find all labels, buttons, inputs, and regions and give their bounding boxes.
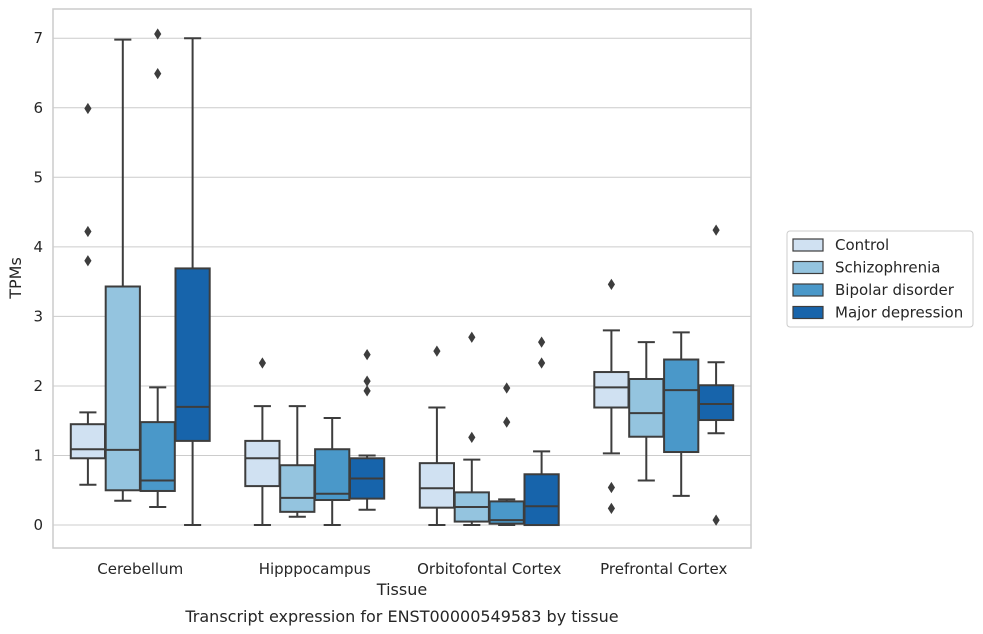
iqr-box	[628, 377, 665, 438]
x-tick-labels: Cerebellum Hipppocampus Orbitofontal Corte…	[97, 560, 727, 578]
plot-frame	[52, 8, 752, 549]
outlier-point	[468, 331, 476, 343]
box-2-2	[488, 382, 525, 527]
box-1-3	[628, 341, 665, 482]
outlier-point	[154, 28, 162, 40]
x-tick-label: Orbitofontal Cortex	[417, 560, 561, 578]
box-1-0	[104, 38, 141, 502]
iqr-box	[418, 462, 456, 509]
outlier-point	[363, 349, 371, 361]
legend-swatch	[792, 260, 824, 275]
box-3-2	[523, 336, 560, 527]
iqr-box	[279, 464, 316, 513]
box-2-0	[139, 28, 176, 508]
box-3-1	[348, 349, 386, 511]
y-tick-label: 2	[33, 377, 43, 395]
legend-swatch	[792, 305, 824, 320]
y-tick-label: 0	[33, 516, 43, 534]
legend-swatch	[792, 283, 824, 297]
outlier-point	[712, 224, 720, 236]
iqr-box	[663, 358, 700, 454]
box-0-1	[244, 357, 281, 527]
iqr-box	[104, 285, 141, 492]
iqr-box	[244, 439, 281, 488]
box-3-0	[174, 37, 211, 527]
legend-label: Major depression	[835, 304, 963, 322]
outlier-point	[468, 431, 476, 444]
outlier-point	[258, 357, 266, 369]
y-tick-label: 5	[33, 168, 43, 186]
x-axis-label: Tissue	[376, 580, 427, 599]
y-tick-label: 3	[33, 307, 43, 325]
outlier-point	[363, 385, 371, 397]
x-tick-label: Prefrontal Cortex	[600, 560, 727, 578]
iqr-box	[139, 421, 176, 492]
outlier-point	[538, 336, 546, 348]
outlier-point	[607, 481, 615, 494]
outlier-point	[503, 416, 511, 428]
y-tick-label: 1	[33, 447, 43, 465]
outlier-point	[84, 225, 92, 238]
boxes	[69, 28, 735, 527]
box-1-1	[279, 405, 316, 518]
iqr-box	[69, 423, 107, 460]
outlier-point	[433, 345, 441, 357]
outlier-point	[538, 357, 546, 369]
outlier-point	[84, 102, 92, 115]
iqr-box	[593, 371, 630, 409]
outlier-point	[503, 382, 511, 394]
box-1-2	[453, 331, 490, 527]
legend-frame	[786, 230, 974, 328]
legend-label: Bipolar disorder	[835, 281, 955, 299]
outlier-point	[363, 375, 371, 387]
iqr-box	[523, 473, 560, 527]
x-tick-label: Hipppocampus	[259, 560, 371, 578]
box-0-2	[418, 345, 456, 527]
legend: Control Schizophrenia Bipolar disorder Majo…	[786, 230, 974, 328]
iqr-box	[314, 448, 351, 502]
box-2-1	[314, 416, 351, 527]
box-3-3	[697, 224, 735, 526]
x-tick-label: Cerebellum	[97, 560, 183, 578]
iqr-box	[174, 267, 211, 442]
y-tick-label: 4	[33, 238, 43, 256]
iqr-box	[697, 384, 735, 422]
legend-label: Schizophrenia	[835, 259, 940, 277]
outlier-point	[154, 68, 162, 80]
outlier-point	[607, 502, 615, 514]
box-0-0	[69, 102, 107, 486]
y-axis-label: TPMs	[6, 257, 25, 300]
outlier-point	[712, 514, 720, 526]
legend-swatch	[792, 238, 824, 252]
legend-label: Control	[835, 236, 889, 254]
chart-caption: Transcript expression for ENST0000054958…	[184, 607, 618, 626]
box-2-3	[663, 331, 700, 497]
y-tick-labels: 0 1 2 3 4 5 6 7	[33, 29, 43, 534]
outlier-point	[84, 255, 92, 267]
y-tick-label: 6	[33, 99, 43, 117]
outlier-point	[607, 278, 615, 291]
y-tick-label: 7	[33, 29, 43, 47]
